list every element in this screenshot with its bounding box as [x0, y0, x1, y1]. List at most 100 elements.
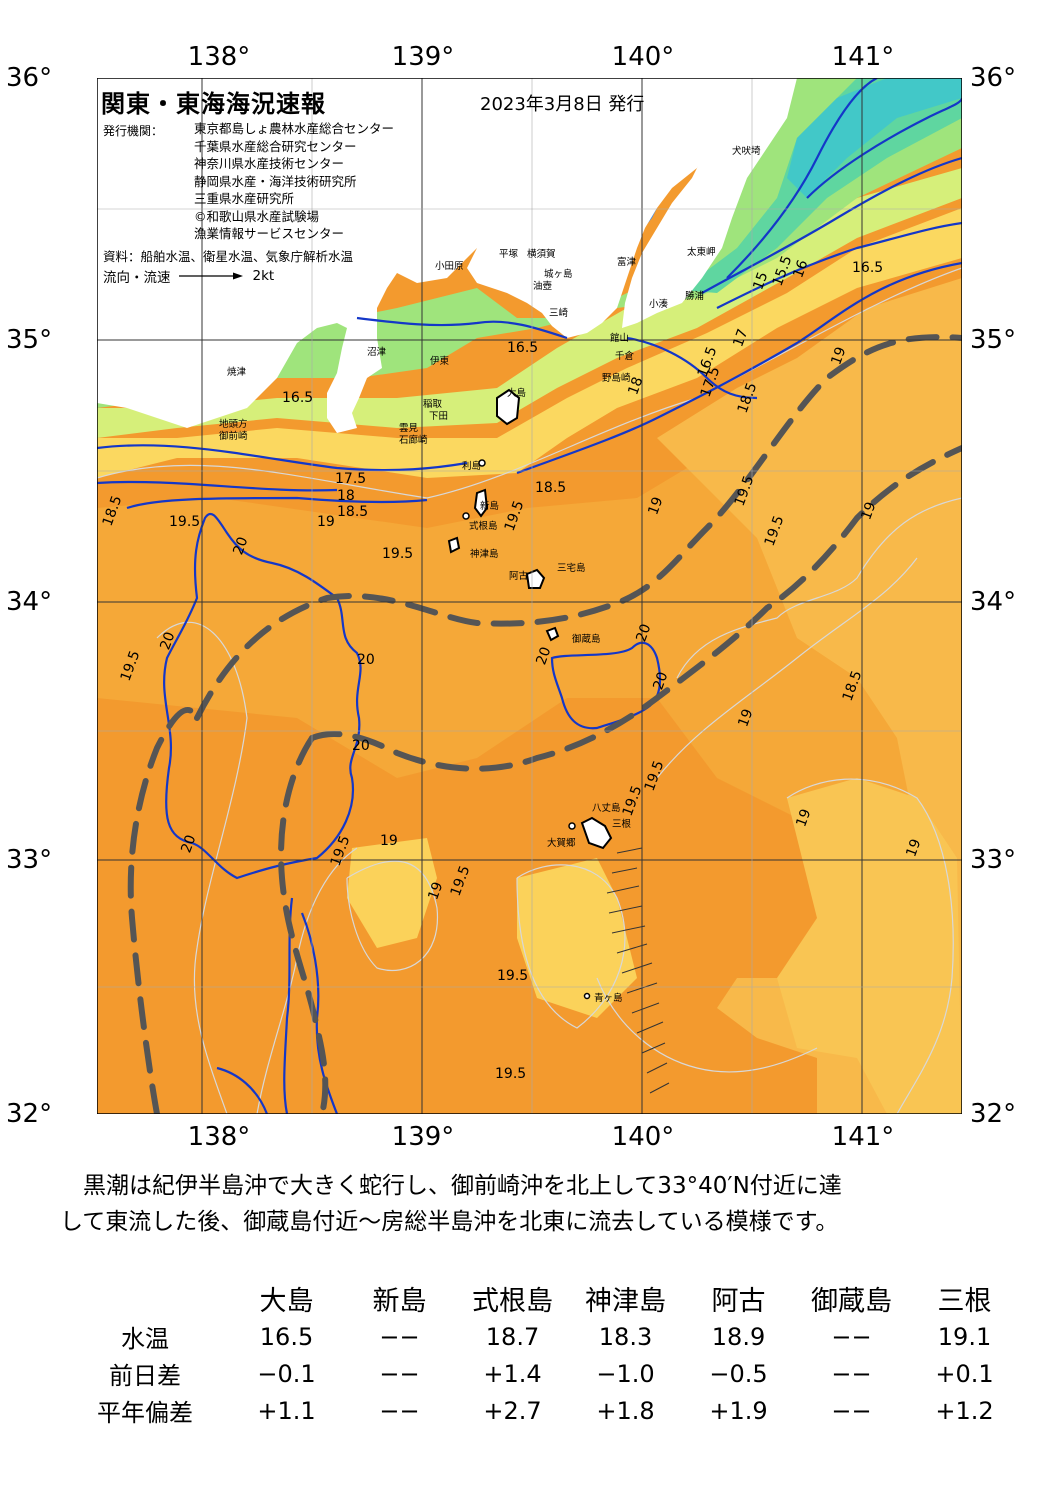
island-miyakejima: [525, 568, 546, 589]
arrow-icon: [178, 272, 243, 280]
station-header: 御蔵島: [811, 1285, 892, 1317]
lon-label-top: 141°: [831, 42, 895, 72]
lat-label-right: 33°: [970, 845, 1017, 875]
place-label: 阿古: [509, 571, 529, 582]
land-kanagawa: [467, 78, 717, 338]
lon-label-top: 139°: [391, 42, 455, 72]
summary-line: 黒潮は紀伊半島沖で大きく蛇行し、御前崎沖を北上して33°40′N付近に達: [60, 1173, 842, 1199]
issuer-list: 東京都島しょ農林水産総合センター 千葉県水産総合研究センター 神奈川県水産技術セ…: [194, 120, 394, 243]
island-aogashima: [583, 992, 591, 1000]
contour-label: 16.5: [507, 340, 539, 356]
issuer-label: 発行機関：: [103, 124, 164, 138]
contour-label: 16.5: [282, 390, 314, 406]
place-label: 神津島: [470, 549, 499, 560]
station-header: 新島: [372, 1285, 427, 1317]
table-cell: −−: [379, 1322, 420, 1351]
table-cell: 18.9: [711, 1322, 766, 1351]
island-toshima: [478, 459, 486, 467]
island-mikurajima: [545, 626, 560, 642]
place-label: 三宅島: [557, 563, 586, 574]
issuer-item: 東京都島しょ農林水産総合センター: [194, 121, 395, 136]
table-cell: −−: [831, 1396, 872, 1425]
place-label: 下田: [429, 411, 449, 422]
contour-label: 19.5: [497, 968, 529, 984]
table-cell: 19.1: [937, 1322, 992, 1351]
table-row: 前日差 −0.1 −− +1.4 −1.0 −0.5 −− +0.1: [60, 1355, 1021, 1392]
sea-cyan-band: [787, 78, 962, 198]
place-label: 稲取: [423, 399, 443, 410]
contour-label: 17.5: [335, 471, 367, 487]
place-label: 勝浦: [685, 291, 705, 302]
place-label: 三根: [612, 819, 632, 830]
table-cell: −0.1: [257, 1359, 316, 1388]
sea-cool-pocket-2: [517, 858, 637, 1018]
lat-label-right: 34°: [970, 587, 1017, 617]
issue-date: 2023年3月8日 発行: [480, 94, 645, 115]
summary-text: 黒潮は紀伊半島沖で大きく蛇行し、御前崎沖を北上して33°40′N付近に達 して東…: [60, 1168, 1020, 1240]
place-label: 御前崎: [219, 431, 248, 442]
place-label: 野島崎: [602, 373, 631, 384]
contour-label: 18.5: [535, 480, 567, 496]
contour-label: 19: [380, 833, 398, 849]
row-label: 水温: [121, 1325, 169, 1353]
station-header: 式根島: [472, 1285, 553, 1317]
place-label: 犬吠埼: [732, 146, 761, 157]
sea-cool-east-area: [777, 778, 962, 1114]
table-corner: [60, 1278, 230, 1318]
table-cell: +1.4: [483, 1359, 542, 1388]
lat-label-right: 35°: [970, 325, 1017, 355]
lat-label-right: 32°: [970, 1099, 1017, 1129]
land-izu-shizuoka: [97, 78, 477, 433]
table-cell: +1.8: [596, 1396, 655, 1425]
table-cell: +1.9: [709, 1396, 768, 1425]
island-oshima: [496, 388, 521, 426]
contour-label: 18: [337, 488, 355, 504]
issuer-item: 静岡県水産・海洋技術研究所: [194, 173, 357, 189]
place-label: 千倉: [615, 351, 635, 362]
contour-label: 19.5: [382, 546, 414, 562]
current-vectors: [606, 847, 670, 1094]
land-boso-peninsula: [622, 78, 797, 328]
issuer-item: ©和歌山県水産試験場: [194, 208, 320, 224]
table-cell: −0.5: [709, 1359, 768, 1388]
contour-label: 18.5: [337, 504, 369, 520]
minor-isotherms: [96, 267, 963, 1115]
flow-legend: 流向・流速 2kt: [103, 266, 274, 286]
place-label: 小湊: [649, 299, 669, 310]
lon-label-bottom: 138°: [187, 1122, 251, 1152]
place-label: 新島: [480, 501, 500, 512]
contour-label: 20: [352, 738, 370, 754]
place-label: 八丈島: [592, 803, 621, 814]
minor-graticule: [97, 78, 962, 1114]
station-header: 阿古: [711, 1285, 766, 1317]
place-label: 焼津: [227, 367, 247, 378]
summary-line: して東流した後、御蔵島付近～房総半島沖を北東に流去している模様です。: [60, 1209, 839, 1235]
place-label: 大島: [507, 388, 527, 399]
lon-label-bottom: 139°: [391, 1122, 455, 1152]
place-label: 横須賀: [527, 249, 556, 260]
contour-lines: [96, 77, 964, 1115]
place-label: 太東岬: [687, 247, 716, 258]
place-label: 油壺: [533, 281, 553, 292]
place-label: 沼津: [367, 347, 387, 358]
table-cell: −−: [379, 1396, 420, 1425]
place-label: 三崎: [549, 308, 569, 319]
place-label: 城ヶ島: [544, 269, 573, 280]
sea-cool-pocket-1: [347, 838, 437, 948]
table-cell: −−: [831, 1322, 872, 1351]
lat-label-left: 34°: [6, 587, 53, 617]
place-label: 伊東: [430, 356, 450, 367]
table-row: 平年偏差 +1.1 −− +2.7 +1.8 +1.9 −− +1.2: [60, 1392, 1021, 1429]
island-hachijo-kojima: [568, 822, 576, 830]
lon-label-top: 138°: [187, 42, 251, 72]
island-hachijojima: [580, 816, 613, 850]
place-label: 平塚: [499, 249, 519, 260]
contour-label: 19.5: [169, 514, 201, 530]
island-shikinejima: [462, 512, 470, 520]
lon-label-bottom: 141°: [831, 1122, 895, 1152]
contour-label: 20: [357, 652, 375, 668]
issuer-item: 三重県水産研究所: [194, 191, 295, 206]
table-header-row: 大島 新島 式根島 神津島 阿古 御蔵島 三根: [60, 1278, 1021, 1318]
contour-label: 19: [317, 514, 335, 530]
island-niijima: [473, 488, 489, 518]
